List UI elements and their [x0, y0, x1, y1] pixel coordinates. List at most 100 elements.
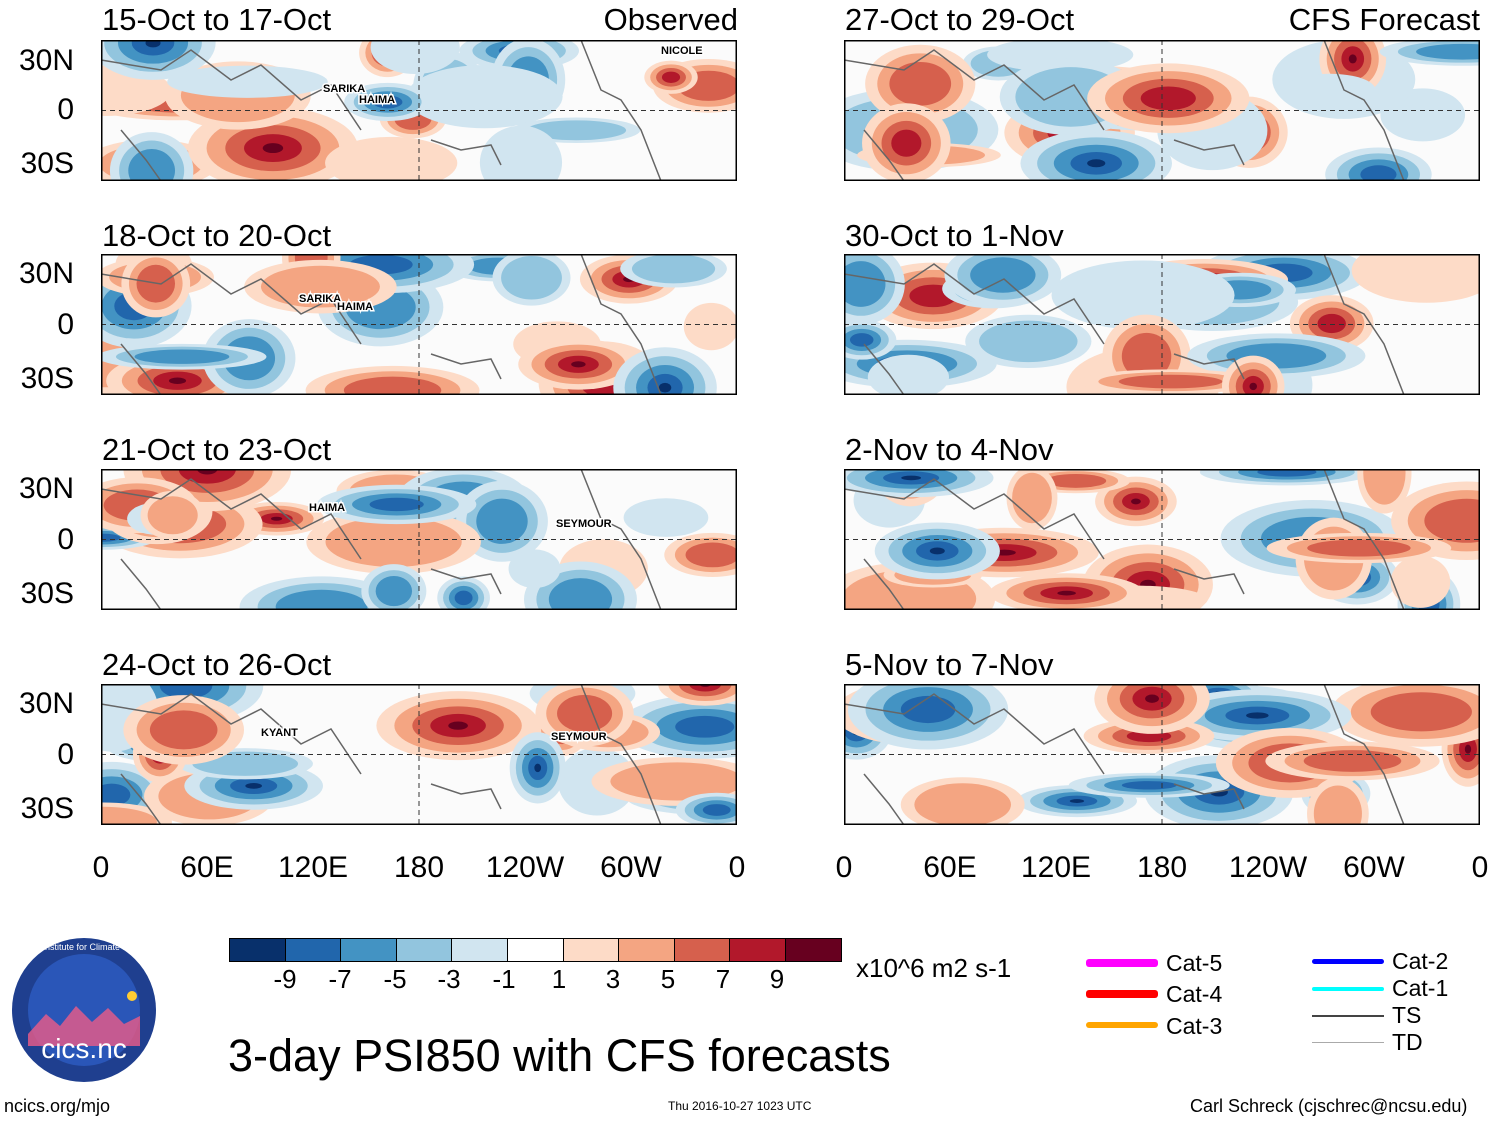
- anomaly-contour: [101, 806, 157, 825]
- anomaly-contour: [454, 590, 473, 606]
- colorbar-swatch: [341, 939, 397, 961]
- colorbar-swatch: [507, 939, 564, 961]
- anomaly-contour: [1249, 382, 1257, 391]
- anomaly-contour: [159, 684, 213, 699]
- colorbar-tick: -9: [273, 964, 297, 994]
- legend-swatch: [1086, 1022, 1158, 1028]
- map-frame: [101, 469, 737, 610]
- colorbar-tick: -1: [492, 964, 516, 994]
- anomaly-contour: [1313, 785, 1362, 825]
- colorbar-tick: -7: [328, 964, 352, 994]
- lon-label: 120W: [485, 851, 565, 884]
- logo-ring-text: Cooperative Institute for Climate and Sa…: [10, 942, 158, 952]
- anomaly-contour: [325, 516, 462, 567]
- footer-author: Carl Schreck (cjschrec@ncsu.edu): [1190, 1096, 1468, 1116]
- panel-title: 27-Oct to 29-Oct: [845, 2, 1075, 37]
- storm-label: HAIMA: [309, 502, 345, 514]
- anomaly-contour: [702, 804, 731, 816]
- coastline: [101, 469, 662, 610]
- anomaly-contour: [375, 576, 413, 607]
- lon-label: 0: [728, 851, 746, 884]
- storm-label: HAIMA: [359, 94, 395, 106]
- anomaly-contour: [901, 475, 922, 481]
- anomaly-contour: [476, 498, 528, 544]
- lon-label: 180: [1136, 851, 1188, 884]
- lat-label: 30S: [20, 792, 74, 825]
- anomaly-contour: [1045, 474, 1107, 488]
- anomaly-contour: [889, 61, 952, 106]
- anomaly-contour: [262, 143, 284, 154]
- anomaly-contour: [1317, 313, 1346, 334]
- anomaly-contour: [369, 497, 424, 512]
- coastline: [844, 40, 1405, 181]
- lat-label: 30N: [18, 257, 74, 290]
- lon-label: 60W: [600, 851, 662, 884]
- anomaly-contour: [1257, 469, 1317, 477]
- anomaly-contour: [168, 377, 187, 384]
- lon-label: 120W: [1228, 851, 1308, 884]
- anomaly-contour: [1390, 555, 1451, 608]
- legend-label: Cat-2: [1392, 948, 1449, 974]
- panel-title: 15-Oct to 17-Oct: [102, 2, 332, 37]
- anomaly-contour: [1121, 781, 1177, 790]
- map-frame: [844, 469, 1480, 610]
- anomaly-contour: [406, 65, 563, 129]
- colorbar-swatch: [452, 939, 508, 961]
- anomaly-contour: [900, 695, 956, 724]
- footer-link[interactable]: ncics.org/mjo: [4, 1096, 111, 1116]
- anomaly-contour: [370, 40, 460, 74]
- lat-label: 30S: [20, 362, 74, 395]
- legend-label: Cat-5: [1166, 950, 1223, 976]
- anomaly-map: [844, 684, 1480, 825]
- lon-label: 120E: [277, 851, 349, 884]
- anomaly-contour: [548, 578, 613, 610]
- colorbar: [229, 938, 842, 962]
- anomaly-contour: [685, 542, 737, 568]
- coastline: [101, 40, 662, 181]
- legend-swatch: [1312, 1015, 1384, 1017]
- anomaly-contour: [849, 333, 874, 347]
- anomaly-contour: [134, 349, 230, 364]
- map-frame: [101, 40, 737, 181]
- colorbar-swatch: [285, 939, 342, 961]
- anomaly-contour: [867, 354, 950, 395]
- anomaly-contour: [557, 694, 613, 732]
- anomaly-contour: [1051, 260, 1235, 330]
- anomaly-map: [844, 254, 1480, 395]
- anomaly-contour: [929, 547, 945, 555]
- coastline: [844, 254, 1405, 395]
- panel-title: 18-Oct to 20-Oct: [102, 218, 332, 253]
- colorbar-tick: 3: [605, 964, 621, 994]
- storm-label: HAIMA: [337, 301, 373, 313]
- anomaly-contour: [1464, 744, 1472, 754]
- lat-label: 30N: [18, 472, 74, 505]
- anomaly-contour: [131, 40, 175, 56]
- legend-label: TS: [1392, 1002, 1422, 1028]
- colorbar-swatch: [730, 939, 786, 961]
- lon-label: 60W: [1343, 851, 1405, 884]
- map-frame: [101, 254, 737, 395]
- anomaly-contour: [1145, 694, 1159, 703]
- anomaly-contour: [683, 302, 737, 351]
- colorbar-tick: 1: [551, 964, 567, 994]
- anomaly-contour: [1351, 254, 1480, 303]
- anomaly-contour: [147, 496, 198, 535]
- anomaly-contour: [1363, 469, 1406, 505]
- legend-label: TD: [1392, 1029, 1423, 1055]
- colorbar-swatch: [230, 939, 286, 961]
- colorbar-tick: 9: [769, 964, 785, 994]
- anomaly-contour: [1118, 374, 1223, 389]
- anomaly-contour: [534, 763, 542, 773]
- panel-type-label: Observed: [603, 2, 738, 37]
- storm-label: KYANT: [261, 727, 298, 739]
- anomaly-contour: [343, 376, 442, 395]
- coastline: [101, 254, 662, 395]
- anomaly-contour: [571, 361, 586, 368]
- anomaly-contour: [501, 256, 562, 300]
- storm-label: SEYMOUR: [551, 731, 607, 743]
- legend-label: Cat-3: [1166, 1013, 1223, 1039]
- anomaly-map: [844, 40, 1480, 181]
- anomaly-map: HAIMA SEYMOUR: [101, 469, 737, 610]
- lon-label: 0: [835, 851, 853, 884]
